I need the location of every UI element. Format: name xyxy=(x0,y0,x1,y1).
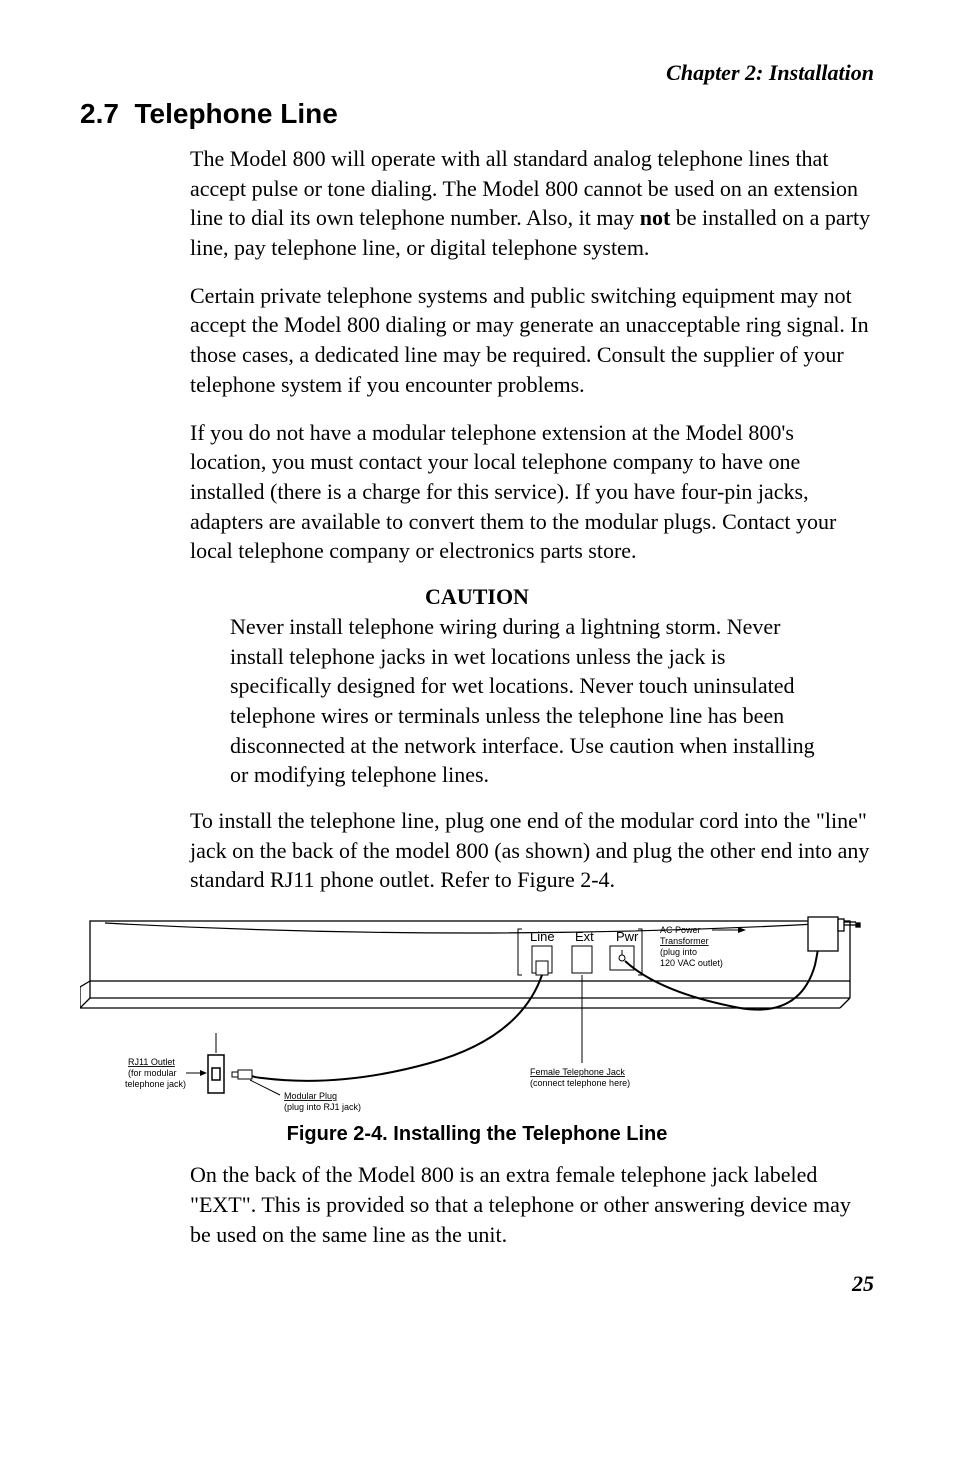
paragraph-2: Certain private telephone systems and pu… xyxy=(190,281,874,400)
label-modular-plug: Modular Plug xyxy=(284,1091,337,1101)
label-for-modular: (for modular xyxy=(128,1068,177,1078)
label-plug-rj1: (plug into RJ1 jack) xyxy=(284,1102,361,1112)
label-telephone-jack: telephone jack) xyxy=(125,1079,186,1089)
section-title: 2.7 Telephone Line xyxy=(80,98,874,130)
caution-heading: CAUTION xyxy=(80,584,874,610)
label-pwr: Pwr xyxy=(616,929,639,944)
label-rj11-outlet: RJ11 Outlet xyxy=(128,1057,175,1067)
figure-caption: Figure 2-4. Installing the Telephone Lin… xyxy=(80,1123,874,1146)
label-ext: Ext xyxy=(575,929,594,944)
label-line: Line xyxy=(530,929,555,944)
section-title-text: Telephone Line xyxy=(135,98,338,129)
label-ac-power: AC Power xyxy=(660,925,701,935)
paragraph-1: The Model 800 will operate with all stan… xyxy=(190,144,874,263)
page-number: 25 xyxy=(80,1271,874,1297)
paragraph-5: On the back of the Model 800 is an extra… xyxy=(190,1160,874,1249)
label-female-jack: Female Telephone Jack xyxy=(530,1067,625,1077)
figure-2-4: Line Ext Pwr AC Power Transformer (plug … xyxy=(80,913,874,1113)
caution-body: Never install telephone wiring during a … xyxy=(230,612,830,790)
figure-svg: Line Ext Pwr AC Power Transformer (plug … xyxy=(80,913,874,1113)
label-vac-outlet: 120 VAC outlet) xyxy=(660,958,723,968)
paragraph-1-bold: not xyxy=(640,205,671,230)
paragraph-3: If you do not have a modular telephone e… xyxy=(190,418,874,566)
label-plug-into: (plug into xyxy=(660,947,697,957)
section-number: 2.7 xyxy=(80,98,119,129)
label-transformer: Transformer xyxy=(660,936,709,946)
chapter-header: Chapter 2: Installation xyxy=(80,60,874,86)
paragraph-4: To install the telephone line, plug one … xyxy=(190,806,874,895)
label-connect-here: (connect telephone here) xyxy=(530,1078,630,1088)
